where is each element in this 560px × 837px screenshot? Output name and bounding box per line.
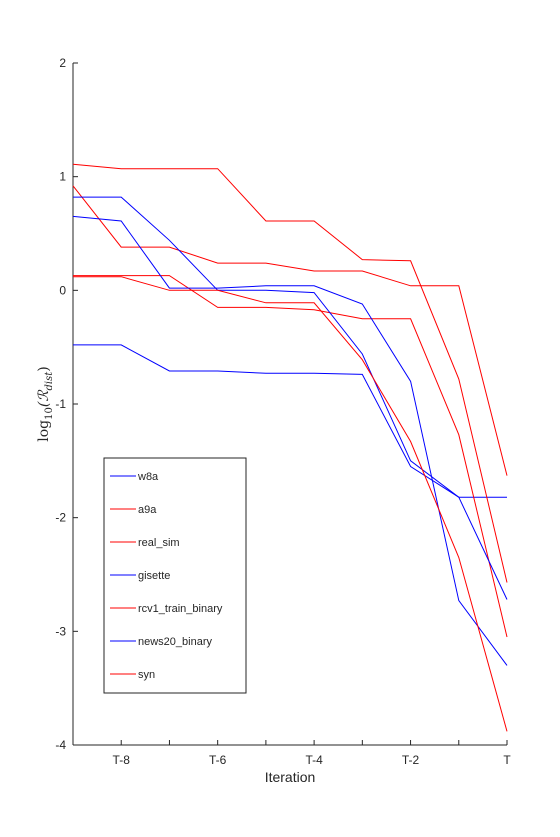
y-tick-label: 0 [59, 283, 66, 297]
legend-label-news20_binary: news20_binary [138, 636, 212, 648]
y-tick-label: -1 [55, 397, 66, 411]
legend-label-a9a: a9a [138, 504, 157, 516]
ylabel-body-sub: dist [44, 371, 55, 391]
x-axis-title: Iteration [265, 769, 316, 785]
series-line-syn [73, 276, 508, 732]
x-tick-label: T [503, 753, 511, 767]
legend-label-rcv1_train_binary: rcv1_train_binary [138, 603, 223, 615]
y-tick-label: -3 [55, 624, 66, 638]
x-tick-label: T-4 [305, 753, 323, 767]
legend-label-gisette: gisette [138, 570, 170, 582]
legend-label-real_sim: real_sim [138, 537, 180, 549]
y-tick-label: -4 [55, 738, 66, 752]
series-line-a9a [73, 275, 508, 638]
series-lines [72, 163, 508, 732]
ylabel-sub: 10 [44, 407, 55, 420]
series-line-rcv1_train_binary [72, 163, 508, 583]
legend-label-syn: syn [138, 669, 155, 681]
ylabel-body: (ℛ [36, 390, 52, 407]
series-line-gisette [73, 196, 508, 600]
x-tick-label: T-6 [209, 753, 227, 767]
y-ticks: -4 -3 -2 -1 0 1 2 [55, 56, 78, 752]
ylabel-base: log [36, 420, 52, 442]
x-ticks: T-8 T-6 T-4 T-2 T [72, 740, 511, 767]
x-tick-label: T-8 [113, 753, 131, 767]
series-line-real_sim [72, 185, 508, 476]
x-tick-label: T-2 [402, 753, 420, 767]
legend-label-w8a: w8a [137, 471, 159, 483]
y-tick-label: -2 [55, 511, 66, 525]
y-tick-label: 2 [59, 56, 66, 70]
series-line-w8a [73, 344, 507, 498]
ylabel-close: ) [36, 366, 52, 371]
series-line-news20_binary [72, 215, 508, 666]
y-tick-label: 1 [59, 170, 66, 184]
y-axis-title: log10(ℛdist) [36, 366, 55, 441]
